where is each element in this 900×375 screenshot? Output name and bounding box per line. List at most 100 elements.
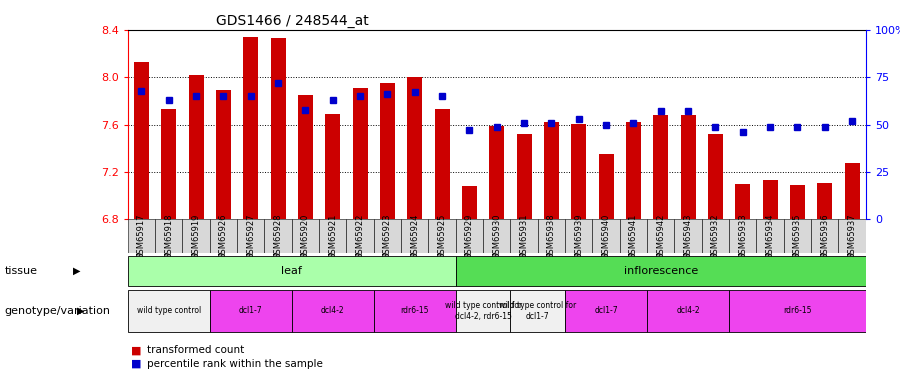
Bar: [762, 180, 778, 219]
Text: GSM65936: GSM65936: [820, 213, 829, 259]
Text: GSM65937: GSM65937: [848, 213, 857, 259]
Text: GSM65923: GSM65923: [383, 213, 392, 259]
Text: dcl1-7: dcl1-7: [239, 306, 263, 315]
Text: GSM65938: GSM65938: [547, 213, 556, 259]
Bar: [544, 122, 559, 219]
Bar: [674, 219, 702, 253]
Bar: [374, 290, 455, 332]
Bar: [790, 185, 805, 219]
Text: GSM65943: GSM65943: [684, 213, 693, 259]
Bar: [844, 163, 860, 219]
Text: GSM65928: GSM65928: [274, 213, 283, 259]
Bar: [237, 219, 265, 253]
Text: leaf: leaf: [282, 266, 302, 276]
Bar: [817, 183, 833, 219]
Bar: [598, 154, 614, 219]
Bar: [653, 115, 669, 219]
Text: ▶: ▶: [77, 306, 85, 315]
Text: GSM65917: GSM65917: [137, 213, 146, 259]
Bar: [839, 219, 866, 253]
Text: GSM65919: GSM65919: [192, 214, 201, 259]
Bar: [210, 219, 237, 253]
Text: percentile rank within the sample: percentile rank within the sample: [147, 359, 322, 369]
Bar: [680, 115, 696, 219]
Bar: [647, 219, 674, 253]
Bar: [408, 77, 422, 219]
Text: GSM65930: GSM65930: [492, 213, 501, 259]
Bar: [455, 290, 510, 332]
Bar: [374, 219, 401, 253]
Bar: [455, 219, 483, 253]
Text: GSM65941: GSM65941: [629, 214, 638, 259]
Bar: [353, 88, 367, 219]
Text: GSM65926: GSM65926: [219, 213, 228, 259]
Text: GSM65933: GSM65933: [738, 213, 747, 259]
Bar: [134, 62, 149, 219]
Text: GSM65924: GSM65924: [410, 214, 419, 259]
Text: GSM65922: GSM65922: [356, 214, 364, 259]
Bar: [483, 219, 510, 253]
Bar: [128, 219, 155, 253]
Bar: [210, 290, 292, 332]
Text: GSM65931: GSM65931: [519, 213, 528, 259]
Bar: [510, 219, 538, 253]
Bar: [784, 219, 811, 253]
Bar: [647, 290, 729, 332]
Text: GDS1466 / 248544_at: GDS1466 / 248544_at: [216, 13, 369, 28]
Bar: [128, 256, 455, 286]
Bar: [320, 219, 346, 253]
Bar: [702, 219, 729, 253]
Bar: [292, 219, 320, 253]
Bar: [729, 219, 757, 253]
Text: ■: ■: [130, 359, 141, 369]
Text: GSM65935: GSM65935: [793, 213, 802, 259]
Bar: [708, 134, 723, 219]
Text: GSM65940: GSM65940: [601, 214, 610, 259]
Text: ▶: ▶: [73, 266, 80, 276]
Bar: [271, 38, 285, 219]
Bar: [462, 186, 477, 219]
Bar: [292, 290, 374, 332]
Text: GSM65920: GSM65920: [301, 214, 310, 259]
Bar: [346, 219, 374, 253]
Bar: [490, 126, 504, 219]
Text: dcl1-7: dcl1-7: [594, 306, 618, 315]
Text: inflorescence: inflorescence: [624, 266, 698, 276]
Text: GSM65934: GSM65934: [766, 213, 775, 259]
Bar: [128, 290, 210, 332]
Bar: [435, 109, 450, 219]
Text: GSM65942: GSM65942: [656, 214, 665, 259]
Bar: [572, 123, 586, 219]
Text: transformed count: transformed count: [147, 345, 244, 355]
Bar: [538, 219, 565, 253]
Bar: [216, 90, 231, 219]
Bar: [183, 219, 210, 253]
Text: dcl4-2: dcl4-2: [676, 306, 700, 315]
Bar: [757, 219, 784, 253]
Bar: [243, 37, 258, 219]
Bar: [620, 219, 647, 253]
Text: dcl4-2: dcl4-2: [321, 306, 345, 315]
Text: GSM65929: GSM65929: [465, 214, 474, 259]
Text: wild type control for
dcl1-7: wild type control for dcl1-7: [500, 301, 576, 321]
Text: ■: ■: [130, 345, 141, 355]
Bar: [189, 75, 203, 219]
Text: GSM65921: GSM65921: [328, 214, 338, 259]
Text: rdr6-15: rdr6-15: [783, 306, 812, 315]
Text: GSM65927: GSM65927: [247, 213, 256, 259]
Bar: [811, 219, 839, 253]
Bar: [592, 219, 620, 253]
Text: tissue: tissue: [4, 266, 38, 276]
Text: rdr6-15: rdr6-15: [400, 306, 429, 315]
Bar: [161, 109, 176, 219]
Bar: [626, 122, 641, 219]
Bar: [510, 290, 565, 332]
Text: genotype/variation: genotype/variation: [4, 306, 111, 315]
Text: GSM65925: GSM65925: [437, 214, 446, 259]
Bar: [735, 184, 751, 219]
Bar: [565, 290, 647, 332]
Bar: [729, 290, 866, 332]
Text: wild type control for
dcl4-2, rdr6-15: wild type control for dcl4-2, rdr6-15: [445, 301, 522, 321]
Bar: [265, 219, 292, 253]
Bar: [380, 83, 395, 219]
